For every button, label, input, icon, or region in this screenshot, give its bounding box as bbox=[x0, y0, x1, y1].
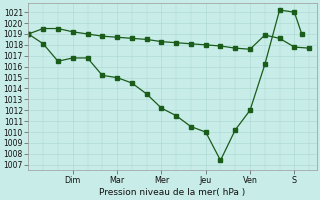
X-axis label: Pression niveau de la mer( hPa ): Pression niveau de la mer( hPa ) bbox=[99, 188, 245, 197]
